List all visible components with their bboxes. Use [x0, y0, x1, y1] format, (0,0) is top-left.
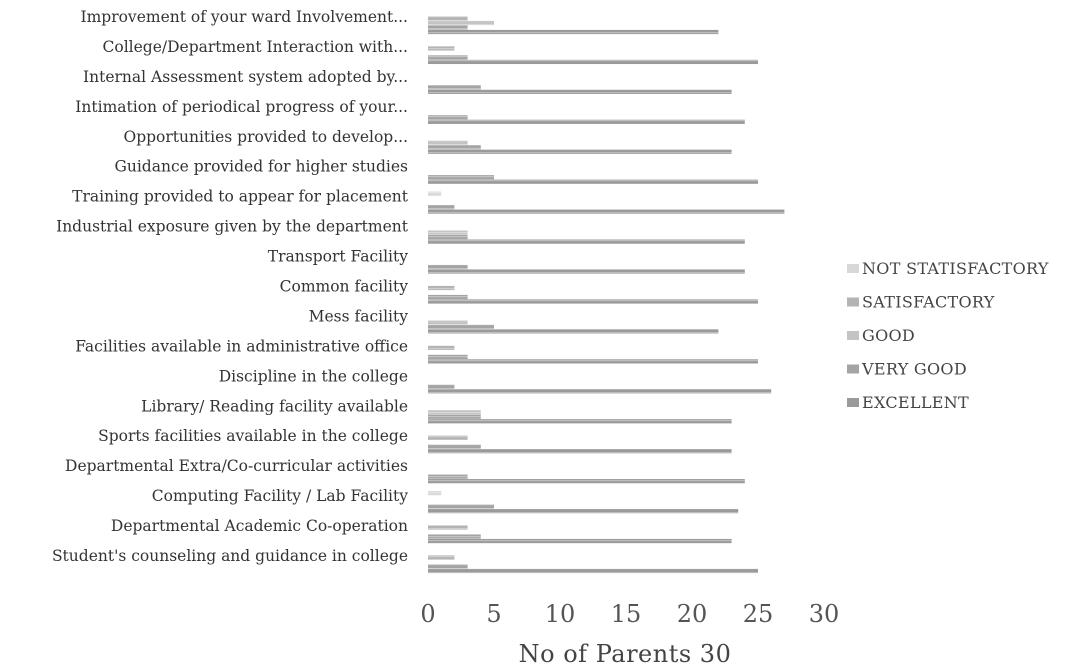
- category-label: College/Department Interaction with...: [103, 38, 409, 56]
- x-tick-label: 30: [809, 600, 840, 628]
- bar-texture: [428, 269, 745, 274]
- legend-label: GOOD: [862, 326, 915, 345]
- x-axis-ticks: 0 5 10 15 20 25 30: [420, 600, 839, 628]
- legend: NOT STATISFACTORY SATISFACTORY GOOD VERY GO…: [847, 259, 1049, 412]
- legend-label: SATISFACTORY: [862, 293, 995, 312]
- bar-texture: [428, 179, 758, 184]
- bar-texture: [428, 444, 481, 449]
- category-label: Improvement of your ward Involvement...: [80, 8, 408, 26]
- bar-texture: [428, 20, 494, 26]
- bar-texture: [428, 175, 494, 180]
- category-label: Student's counseling and guidance in col…: [52, 547, 408, 565]
- bar-texture: [428, 140, 468, 145]
- bar-texture: [428, 414, 481, 419]
- category-label: Computing Facility / Lab Facility: [152, 487, 408, 505]
- legend-label: VERY GOOD: [861, 360, 967, 379]
- bar-texture: [428, 410, 481, 415]
- bar-texture: [428, 354, 468, 359]
- bar-texture: [428, 191, 442, 196]
- category-labels: Student's counseling and guidance in col…: [52, 8, 409, 565]
- x-tick-label: 10: [545, 600, 576, 628]
- legend-label: NOT STATISFACTORY: [862, 259, 1049, 278]
- x-tick-label: 0: [420, 600, 435, 628]
- category-label: Sports facilities available in the colle…: [98, 427, 408, 445]
- bar-texture: [428, 359, 758, 364]
- category-label: Departmental Academic Co-operation: [111, 517, 408, 535]
- bar-texture: [428, 16, 468, 21]
- bar-texture: [428, 29, 719, 35]
- bar-texture: [428, 389, 772, 394]
- category-label: Discipline in the college: [219, 367, 408, 385]
- bar-texture: [428, 230, 468, 235]
- category-label: Opportunities provided to develop...: [123, 128, 408, 146]
- bar-texture: [428, 419, 732, 424]
- bar-texture: [428, 491, 442, 496]
- legend-swatch: [847, 331, 859, 340]
- bar-texture: [428, 449, 732, 454]
- category-label: Training provided to appear for placemen…: [72, 188, 409, 206]
- bar-texture: [428, 239, 745, 244]
- bar-texture: [428, 525, 468, 530]
- category-label: Internal Assessment system adopted by...: [83, 68, 408, 86]
- bar-texture: [428, 85, 481, 90]
- bar-texture: [428, 294, 468, 300]
- category-label: Facilities available in administrative o…: [75, 337, 408, 355]
- legend-swatch: [847, 364, 859, 374]
- bar-texture: [428, 509, 739, 514]
- bar-texture: [428, 285, 455, 291]
- bar-texture: [428, 329, 719, 334]
- bar-texture: [428, 504, 494, 509]
- x-tick-label: 20: [677, 600, 708, 628]
- legend-swatch: [847, 297, 859, 307]
- legend-swatch: [847, 398, 859, 407]
- bar-texture: [428, 555, 455, 560]
- bar-texture: [428, 324, 494, 330]
- bar-texture: [428, 299, 758, 304]
- bar-texture: [428, 55, 468, 60]
- category-label: Mess facility: [309, 307, 409, 325]
- bar-texture: [428, 46, 455, 51]
- legend-swatch: [847, 264, 859, 273]
- bar-texture: [428, 25, 468, 30]
- bar-texture: [428, 145, 481, 150]
- bar-texture: [428, 568, 758, 574]
- category-label: Industrial exposure given by the departm…: [56, 218, 409, 236]
- category-label: Common facility: [280, 278, 409, 296]
- x-tick-label: 25: [743, 600, 774, 628]
- x-tick-label: 5: [486, 600, 501, 628]
- bar-texture: [428, 384, 455, 389]
- bar-texture: [428, 474, 468, 479]
- bar-texture: [428, 564, 468, 569]
- bar-texture: [428, 205, 455, 210]
- category-label: Intimation of periodical progress of you…: [75, 98, 408, 116]
- bar-texture: [428, 119, 745, 124]
- bar-texture: [428, 345, 455, 350]
- legend-label: EXCELLENT: [862, 393, 969, 412]
- bar-texture: [428, 235, 468, 240]
- bar-texture: [428, 264, 468, 270]
- bar-texture: [428, 59, 758, 65]
- category-label: Library/ Reading facility available: [141, 397, 408, 415]
- bar-texture: [428, 538, 732, 544]
- bar-texture: [428, 479, 745, 484]
- bars-group: [428, 16, 785, 574]
- bar-texture: [428, 89, 732, 94]
- bar-texture: [428, 209, 785, 214]
- bar-texture: [428, 534, 481, 539]
- category-label: Departmental Extra/Co-curricular activit…: [65, 457, 408, 475]
- bar-texture: [428, 115, 468, 120]
- category-label: Guidance provided for higher studies: [114, 158, 408, 176]
- x-axis-title: No of Parents 30: [519, 640, 732, 668]
- bar-texture: [428, 435, 468, 440]
- bar-texture: [428, 320, 468, 325]
- bar-texture: [428, 149, 732, 154]
- x-tick-label: 15: [611, 600, 642, 628]
- category-label: Transport Facility: [268, 248, 408, 266]
